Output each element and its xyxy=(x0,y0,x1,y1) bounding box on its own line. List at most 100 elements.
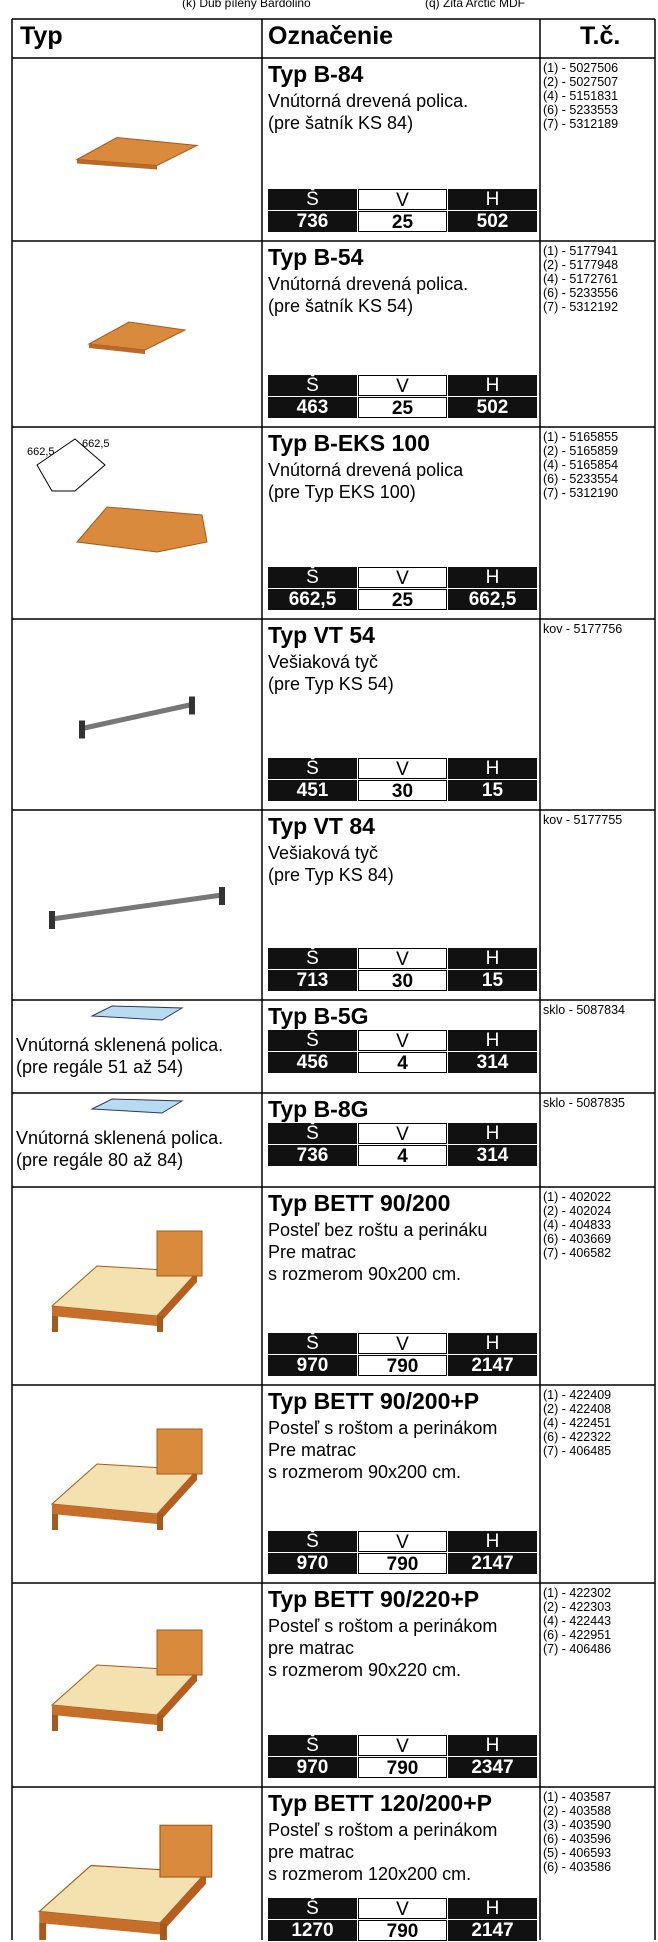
dimension-value: 502 xyxy=(448,397,537,418)
description: pre matrac xyxy=(268,1638,355,1658)
bed-leg xyxy=(157,1514,163,1530)
description: Posteľ s roštom a perinákom xyxy=(268,1616,498,1636)
description: Vešiaková tyč xyxy=(268,652,379,672)
dimension-value: 790 xyxy=(358,1757,447,1779)
dimension-label: Š xyxy=(268,189,357,210)
bed-leg xyxy=(52,1316,58,1332)
dimension-value: 456 xyxy=(268,1052,357,1073)
bed-image xyxy=(50,1230,203,1332)
dimension-value: 790 xyxy=(358,1553,447,1575)
code: (4) - 5172761 xyxy=(543,272,619,286)
code: (7) - 406486 xyxy=(543,1642,612,1656)
code: (6) - 5233554 xyxy=(543,472,619,486)
code: (6) - 422322 xyxy=(543,1430,612,1444)
caption: (k) Dub pílený Bardolino xyxy=(182,0,311,10)
dimension-label: V xyxy=(358,567,447,589)
rod-bracket xyxy=(49,911,55,929)
dimension-value: 451 xyxy=(268,780,357,801)
bed-image xyxy=(37,1824,213,1940)
code: (4) - 422451 xyxy=(543,1416,612,1430)
dimension-value: 15 xyxy=(448,780,537,801)
product-name: Typ BETT 120/200+P xyxy=(268,1790,492,1816)
dimension-label: V xyxy=(358,1030,447,1052)
bed-leg xyxy=(39,1923,47,1940)
dimension-value: 736 xyxy=(268,211,357,232)
code: (6) - 403669 xyxy=(543,1232,612,1246)
code: (2) - 402024 xyxy=(543,1204,612,1218)
bed-side xyxy=(160,1872,206,1935)
dimension-label: V xyxy=(358,758,447,780)
code: (7) - 5312189 xyxy=(543,117,619,131)
description: s rozmerom 90x220 cm. xyxy=(268,1660,462,1680)
code: (6) - 5233556 xyxy=(543,286,619,300)
code: (4) - 5165854 xyxy=(543,458,619,472)
description: s rozmerom 90x200 cm. xyxy=(268,1264,462,1284)
description: Pre matrac xyxy=(268,1440,357,1460)
dimension-value: 463 xyxy=(268,397,357,418)
dimension-value: 4 xyxy=(358,1145,447,1167)
description: s rozmerom 90x200 cm. xyxy=(268,1462,462,1482)
code: (1) - 422302 xyxy=(543,1586,612,1600)
bed-leg xyxy=(157,1715,163,1731)
bed-side xyxy=(157,1470,197,1524)
dimension-label: Š xyxy=(268,1735,357,1756)
dimension-label: V xyxy=(358,1735,447,1757)
dimension-label: Š xyxy=(268,375,357,396)
description: (pre šatník KS 54) xyxy=(268,296,414,316)
corner-diagram xyxy=(36,438,106,492)
shelf-edge xyxy=(77,159,157,170)
dimension-value: 970 xyxy=(268,1355,357,1376)
dimension-value: 662,5 xyxy=(268,589,357,610)
dimension-label: Š xyxy=(268,948,357,969)
code: (1) - 422409 xyxy=(543,1388,612,1402)
product-name: Typ BETT 90/220+P xyxy=(268,1586,480,1612)
headboard xyxy=(159,1824,213,1878)
dimension-value: 736 xyxy=(268,1145,357,1166)
shelf-edge xyxy=(89,344,145,354)
dimension-label: Š xyxy=(268,1123,357,1144)
header-cell: T.č. xyxy=(580,22,621,50)
dimension-label: Š xyxy=(268,758,357,779)
code: (2) - 5165859 xyxy=(543,444,619,458)
bed-leg xyxy=(52,1715,58,1731)
header-cell: Označenie xyxy=(268,22,394,50)
rod-bracket xyxy=(189,696,195,715)
dimension-label: H xyxy=(448,1898,537,1919)
dimension-label: H xyxy=(448,1735,537,1756)
code: (4) - 422443 xyxy=(543,1614,612,1628)
dimension-value: 662,5 xyxy=(448,589,537,610)
code: (7) - 5312192 xyxy=(543,300,619,314)
code: (2) - 5177948 xyxy=(543,258,619,272)
product-name: Typ VT 54 xyxy=(268,622,375,648)
description: Pre matrac xyxy=(268,1242,357,1262)
code: (6) - 403596 xyxy=(543,1832,612,1846)
rod-bracket xyxy=(219,887,225,905)
product-name: Typ B-5G xyxy=(268,1003,369,1029)
dimension-value: 713 xyxy=(268,970,357,991)
code: (2) - 422408 xyxy=(543,1402,612,1416)
dimension-value: 2347 xyxy=(448,1757,537,1778)
rod-image xyxy=(81,702,193,731)
product-name: Typ B-84 xyxy=(268,61,364,87)
shelf-image xyxy=(76,506,208,553)
dimension-value: 2147 xyxy=(448,1553,537,1574)
dimension-label: Š xyxy=(268,567,357,588)
dimension-label: V xyxy=(358,1123,447,1145)
dimension-value: 970 xyxy=(268,1757,357,1778)
product-name: Typ VT 84 xyxy=(268,813,375,839)
code: (5) - 406593 xyxy=(543,1846,612,1860)
dimension-label: Š xyxy=(268,1531,357,1552)
dimension-value: 314 xyxy=(448,1052,537,1073)
code: (4) - 5151831 xyxy=(543,89,619,103)
description: (pre Typ EKS 100) xyxy=(268,482,416,502)
bed-side xyxy=(157,1671,197,1725)
dimension-value: 970 xyxy=(268,1553,357,1574)
shelf-image xyxy=(87,321,187,351)
product-name: Typ B-8G xyxy=(268,1096,369,1122)
code: (1) - 5027506 xyxy=(543,61,619,75)
dimension-value: 30 xyxy=(358,970,447,992)
bed-side xyxy=(157,1272,197,1326)
dimension-label: H xyxy=(448,1531,537,1552)
dimension-label: V xyxy=(358,1898,447,1920)
